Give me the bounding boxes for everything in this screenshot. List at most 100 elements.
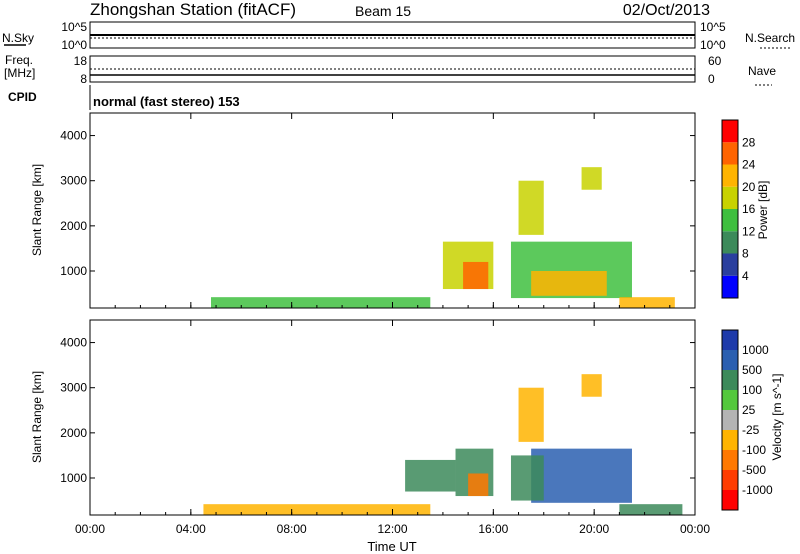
x-tick-label: 00:00 — [75, 522, 105, 536]
colorbar-swatch — [722, 330, 738, 350]
y-tick-label: 3000 — [60, 174, 87, 188]
nave-tick-top: 60 — [708, 54, 722, 68]
velocity-colorbar: 1000 500 100 25 -25 -100 -500 -1000 — [721, 329, 773, 511]
echo-region — [203, 504, 431, 515]
power-ylabel: Slant Range [km] — [30, 164, 44, 256]
nsky-label: N.Sky — [2, 31, 34, 45]
nsky-tick-bottom: 10^0 — [61, 38, 87, 52]
power-y-ticks: 1000 2000 3000 4000 — [60, 129, 695, 278]
y-tick-label: 1000 — [60, 471, 87, 485]
y-tick-label: 2000 — [60, 426, 87, 440]
colorbar-swatch — [722, 450, 738, 470]
colorbar-frame — [721, 329, 739, 511]
colorbar-swatch — [722, 370, 738, 390]
nsearch-label: N.Search — [745, 31, 795, 45]
colorbar-swatch — [722, 253, 738, 276]
cpid-text: normal (fast stereo) 153 — [93, 94, 240, 109]
colorbar-swatch — [722, 410, 738, 430]
colorbar-swatch — [722, 120, 738, 143]
nsky-panel: N.Sky 10^5 10^0 10^5 10^0 N.Search — [2, 20, 795, 52]
velocity-panel: 1000 2000 3000 4000 Slant Range [km] 1000 50… — [30, 319, 784, 516]
x-tick-label: 00:00 — [680, 522, 710, 536]
echo-region — [468, 473, 489, 497]
y-tick-label: 1000 — [60, 264, 87, 278]
colorbar-swatch — [722, 490, 738, 510]
colorbar-tick-label: -500 — [742, 463, 766, 477]
colorbar-tick-label: 4 — [742, 269, 749, 283]
echo-region — [531, 270, 607, 296]
beam-label: Beam 15 — [355, 3, 411, 19]
x-tick-label: 04:00 — [176, 522, 206, 536]
power-data-layer — [211, 167, 675, 308]
echo-region — [619, 504, 683, 515]
velocity-data-layer — [203, 374, 683, 515]
colorbar-swatch — [722, 430, 738, 450]
velocity-ylabel: Slant Range [km] — [30, 371, 44, 463]
echo-region — [581, 374, 602, 397]
colorbar-tick-label: 20 — [742, 180, 756, 194]
colorbar-tick-label: 500 — [742, 363, 762, 377]
colorbar-tick-label: -25 — [742, 423, 760, 437]
y-tick-label: 2000 — [60, 219, 87, 233]
colorbar-tick-label: -1000 — [742, 483, 773, 497]
y-tick-label: 4000 — [60, 336, 87, 350]
power-panel: 1000 2000 3000 4000 Slant Range [km] 4 8 12 16… — [30, 112, 770, 309]
colorbar-tick-label: 100 — [742, 383, 762, 397]
velocity-colorbar-label: Velocity [m s^-1] — [770, 374, 784, 461]
freq-frame — [89, 55, 696, 83]
y-tick-label: 3000 — [60, 381, 87, 395]
colorbar-tick-label: 16 — [742, 202, 756, 216]
y-tick-label: 4000 — [60, 129, 87, 143]
colorbar-tick-label: 28 — [742, 135, 756, 149]
x-tick-label: 20:00 — [579, 522, 609, 536]
echo-region — [518, 180, 544, 235]
echo-region — [405, 459, 456, 492]
colorbar-tick-label: 12 — [742, 224, 756, 238]
nave-tick-bottom: 0 — [708, 72, 715, 86]
colorbar-swatch — [722, 231, 738, 254]
station-title: Zhongshan Station (fitACF) — [90, 0, 296, 19]
date-label: 02/Oct/2013 — [623, 2, 710, 19]
colorbar-swatch — [722, 142, 738, 165]
echo-region — [531, 448, 632, 503]
colorbar-swatch — [722, 164, 738, 187]
colorbar-tick-label: 1000 — [742, 343, 769, 357]
x-tick-label: 16:00 — [478, 522, 508, 536]
colorbar-swatch — [722, 390, 738, 410]
velocity-y-ticks: 1000 2000 3000 4000 — [60, 336, 695, 485]
echo-region — [211, 297, 431, 308]
time-axis-label: Time UT — [367, 539, 416, 554]
freq-panel: Freq. [MHz] 18 8 60 0 Nave — [4, 53, 776, 86]
x-tick-label: 08:00 — [277, 522, 307, 536]
nave-label: Nave — [748, 64, 776, 78]
time-axis: 00:00 04:00 08:00 12:00 16:00 20:00 00:00 — [75, 113, 710, 536]
colorbar-swatch — [722, 186, 738, 209]
cpid-panel: CPID normal (fast stereo) 153 — [8, 85, 240, 110]
freq-tick-bottom: 8 — [80, 72, 87, 86]
power-colorbar-label: Power [dB] — [756, 181, 770, 240]
echo-region — [581, 167, 602, 190]
colorbar-swatch — [722, 350, 738, 370]
echo-region — [619, 297, 675, 308]
echo-region — [510, 455, 544, 501]
x-tick-label: 12:00 — [377, 522, 407, 536]
nsearch-tick-bottom: 10^0 — [700, 38, 726, 52]
cpid-label: CPID — [8, 90, 37, 104]
freq-label: Freq. — [5, 53, 33, 67]
colorbar-frame — [721, 119, 739, 299]
nsearch-tick-top: 10^5 — [700, 20, 726, 34]
colorbar-swatch — [722, 470, 738, 490]
echo-region — [463, 261, 489, 290]
freq-tick-top: 18 — [74, 54, 88, 68]
colorbar-tick-label: 24 — [742, 158, 756, 172]
colorbar-tick-label: -100 — [742, 443, 766, 457]
colorbar-swatch — [722, 275, 738, 298]
power-colorbar: 4 8 12 16 20 24 28 — [721, 119, 756, 299]
colorbar-tick-label: 25 — [742, 403, 756, 417]
nsky-tick-top: 10^5 — [61, 20, 87, 34]
freq-unit-label: [MHz] — [4, 66, 35, 80]
echo-region — [518, 387, 544, 442]
colorbar-swatch — [722, 209, 738, 232]
colorbar-tick-label: 8 — [742, 247, 749, 261]
